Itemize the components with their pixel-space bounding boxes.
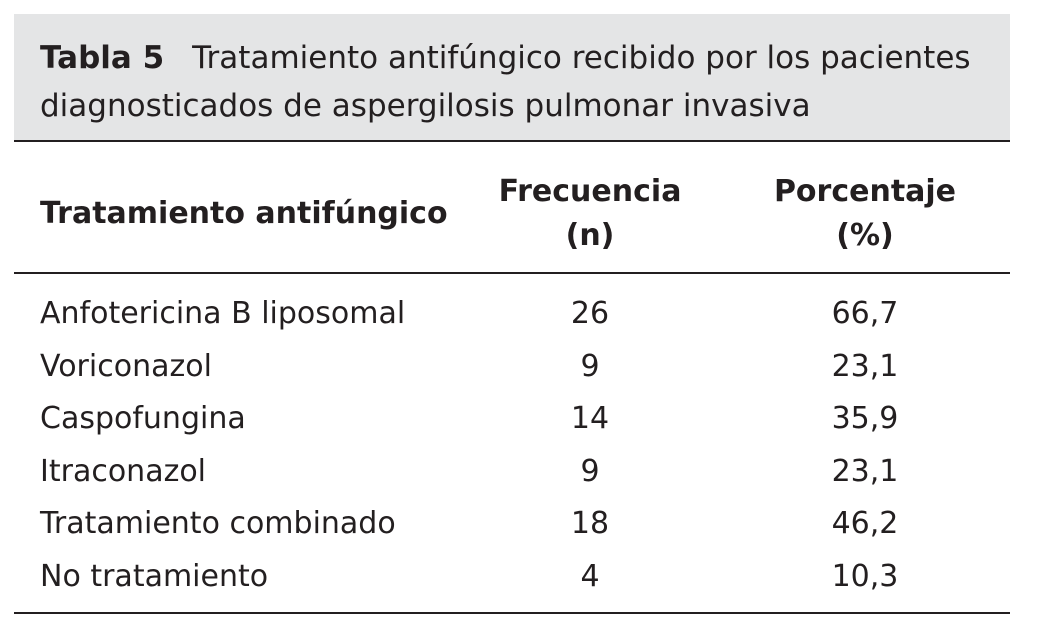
table-row: Tratamiento combinado 18 46,2	[0, 498, 1041, 551]
table-body: Anfotericina B liposomal 26 66,7 Voricon…	[0, 288, 1041, 603]
treatment-cell: Itraconazol	[40, 453, 207, 489]
treatment-cell: Voriconazol	[40, 348, 212, 384]
table-caption: Tabla 5 Tratamiento antifúngico recibido …	[40, 34, 1000, 130]
header-treatment: Tratamiento antifúngico	[40, 196, 448, 231]
treatment-cell: Anfotericina B liposomal	[40, 296, 406, 331]
top-rule	[14, 140, 1010, 142]
treatment-cell: Tratamiento combinado	[40, 506, 396, 541]
percentage-cell: 35,9	[831, 401, 899, 436]
frequency-cell: 4	[580, 558, 600, 594]
frequency-cell: 26	[570, 296, 610, 331]
table-label: Tabla 5	[40, 40, 165, 76]
header-percentage-line1: Porcentaje	[773, 174, 957, 209]
header-frequency: Frecuencia (n)	[470, 170, 710, 258]
treatment-cell: No tratamiento	[40, 558, 269, 594]
caption-background	[14, 14, 1010, 140]
percentage-cell: 10,3	[831, 558, 899, 594]
percentage-cell: 23,1	[831, 453, 899, 489]
percentage-cell: 46,2	[831, 506, 899, 541]
table-row: Itraconazol 9 23,1	[0, 446, 1041, 499]
frequency-cell: 18	[570, 506, 610, 541]
percentage-cell: 23,1	[831, 348, 899, 384]
header-percentage: Porcentaje (%)	[740, 170, 990, 258]
header-frequency-line2: (n)	[565, 218, 615, 253]
percentage-cell: 66,7	[831, 296, 899, 331]
header-percentage-line2: (%)	[836, 218, 894, 253]
frequency-cell: 14	[570, 401, 610, 436]
frequency-cell: 9	[580, 348, 600, 384]
header-rule	[14, 272, 1010, 274]
table-row: Anfotericina B liposomal 26 66,7	[0, 288, 1041, 341]
treatment-cell: Caspofungina	[40, 401, 246, 436]
table-row: Voriconazol 9 23,1	[0, 341, 1041, 394]
bottom-rule	[14, 612, 1010, 614]
table-row: No tratamiento 4 10,3	[0, 551, 1041, 604]
table-row: Caspofungina 14 35,9	[0, 393, 1041, 446]
header-frequency-line1: Frecuencia	[498, 174, 682, 209]
table-title: Tratamiento antifúngico recibido por los…	[40, 40, 971, 124]
frequency-cell: 9	[580, 453, 600, 489]
